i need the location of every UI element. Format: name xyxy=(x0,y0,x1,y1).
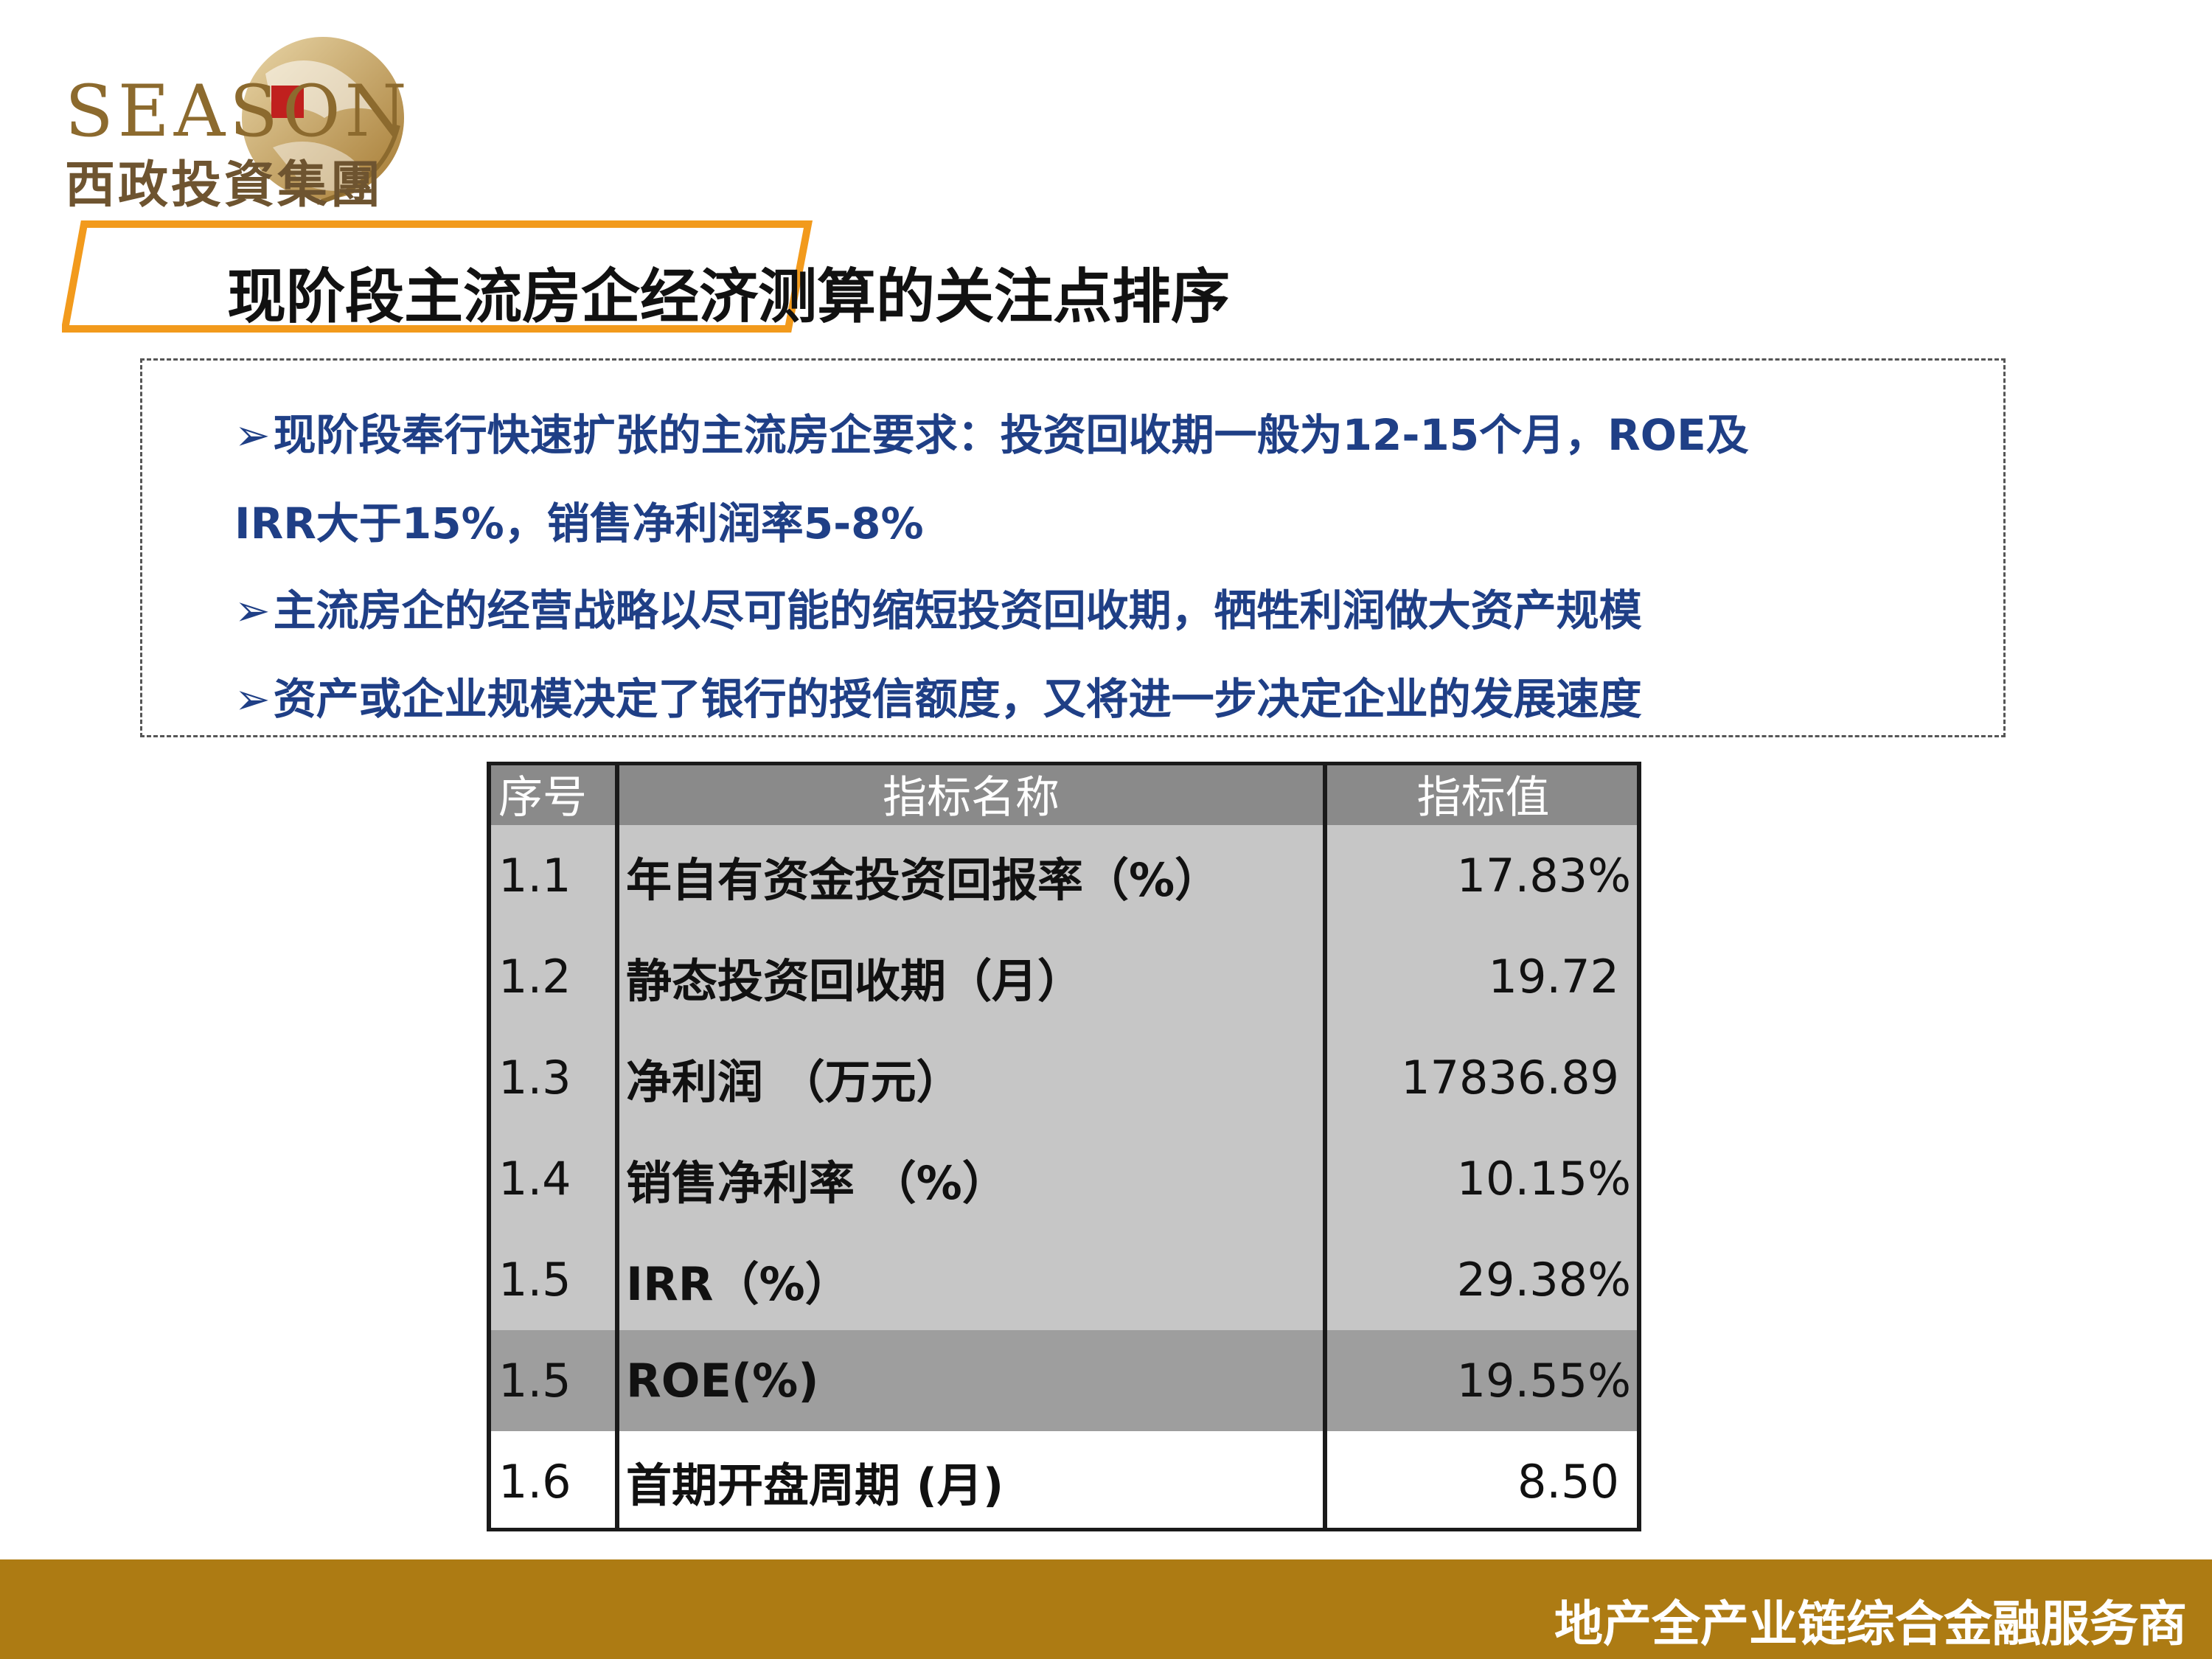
bullet-3: ➢资产或企业规模决定了银行的授信额度，又将进一步决定企业的发展速度 xyxy=(234,678,1642,720)
footer-bar: 地产全产业链综合金融服务商 xyxy=(0,1559,2212,1659)
table-header-row: 序号 指标名称 指标值 xyxy=(487,762,1641,825)
logo-globe-icon xyxy=(242,37,404,205)
footer-slogan: 地产全产业链综合金融服务商 xyxy=(1554,1596,2187,1652)
key-points-box: ➢现阶段奉行快速扩张的主流房企要求：投资回收期一般为12-15个月，ROE及 I… xyxy=(140,358,2006,737)
title-frame xyxy=(62,220,813,333)
header-index: 序号 xyxy=(498,771,587,824)
row-indicator-name: 年自有资金投资回报率（%） xyxy=(626,852,1221,907)
row-indicator-name: ROE(%) xyxy=(626,1354,819,1408)
header-indicator-name: 指标名称 xyxy=(883,771,1060,824)
row-indicator-value: 17.83% xyxy=(1456,849,1631,902)
row-index: 1.5 xyxy=(498,1253,571,1307)
row-indicator-name: IRR（%） xyxy=(626,1256,851,1311)
row-indicator-value: 19.72 xyxy=(1488,950,1620,1004)
row-index: 1.5 xyxy=(498,1354,571,1408)
row-index: 1.4 xyxy=(498,1152,571,1206)
bullet-3-text: 资产或企业规模决定了银行的授信额度，又将进一步决定企业的发展速度 xyxy=(273,674,1642,724)
logo-chinese-name: 西政投資集團 xyxy=(65,156,384,215)
table-border-top xyxy=(487,762,1641,765)
table-row: 1.6 首期开盘周期 (月) 8.50 xyxy=(487,1431,1641,1531)
table-row: 1.1 年自有资金投资回报率（%） 17.83% xyxy=(487,825,1641,926)
table-row: 1.2 静态投资回收期（月） 19.72 xyxy=(487,926,1641,1027)
bullet-1: ➢现阶段奉行快速扩张的主流房企要求：投资回收期一般为12-15个月，ROE及 xyxy=(234,414,1749,456)
bullet-1-continued-text: IRR大于15%，销售净利润率5-8% xyxy=(234,498,924,549)
page-title: 现阶段主流房企经济测算的关注点排序 xyxy=(227,262,1230,331)
bullet-arrow-icon: ➢ xyxy=(234,410,271,460)
row-indicator-value: 8.50 xyxy=(1517,1454,1619,1509)
table-column-divider xyxy=(615,762,619,1531)
row-index: 1.6 xyxy=(498,1454,571,1509)
table-row-highlighted: 1.5 ROE(%) 19.55% xyxy=(487,1330,1641,1431)
indicator-table: 序号 指标名称 指标值 1.1 年自有资金投资回报率（%） 17.83% 1.2… xyxy=(487,762,1641,1531)
title-banner: 现阶段主流房企经济测算的关注点排序 xyxy=(62,218,1230,335)
row-indicator-name: 静态投资回收期（月） xyxy=(626,953,1084,1008)
table-column-divider xyxy=(1323,762,1327,1531)
table-row: 1.3 净利润 （万元） 17836.89 xyxy=(487,1027,1641,1128)
bullet-1-continued: IRR大于15%，销售净利润率5-8% xyxy=(234,502,924,545)
row-indicator-value: 17836.89 xyxy=(1401,1051,1619,1105)
row-indicator-value: 29.38% xyxy=(1456,1253,1631,1307)
row-indicator-name: 净利润 （万元） xyxy=(626,1054,962,1109)
bullet-2-text: 主流房企的经营战略以尽可能的缩短投资回收期，牺牲利润做大资产规模 xyxy=(273,585,1642,636)
row-indicator-value: 10.15% xyxy=(1456,1152,1631,1206)
bullet-1-text: 现阶段奉行快速扩张的主流房企要求：投资回收期一般为12-15个月，ROE及 xyxy=(273,410,1749,460)
row-indicator-name: 销售净利率 （%） xyxy=(626,1155,1008,1210)
table-border-bottom xyxy=(487,1528,1641,1531)
bullet-arrow-icon: ➢ xyxy=(234,674,271,724)
header-indicator-value: 指标值 xyxy=(1416,771,1550,824)
company-logo: SEASON 西政投資集團 xyxy=(52,22,407,221)
bullet-arrow-icon: ➢ xyxy=(234,585,271,636)
row-indicator-name: 首期开盘周期 (月) xyxy=(626,1458,1004,1512)
table-border-left xyxy=(487,762,491,1531)
table-row: 1.5 IRR（%） 29.38% xyxy=(487,1229,1641,1330)
row-index: 1.2 xyxy=(498,950,571,1004)
row-index: 1.3 xyxy=(498,1051,571,1105)
bullet-2: ➢主流房企的经营战略以尽可能的缩短投资回收期，牺牲利润做大资产规模 xyxy=(234,589,1642,632)
table-border-right xyxy=(1637,762,1641,1531)
table-row: 1.4 销售净利率 （%） 10.15% xyxy=(487,1128,1641,1229)
row-index: 1.1 xyxy=(498,849,571,902)
logo-english-name: SEASON xyxy=(65,70,411,153)
row-indicator-value: 19.55% xyxy=(1456,1354,1631,1408)
